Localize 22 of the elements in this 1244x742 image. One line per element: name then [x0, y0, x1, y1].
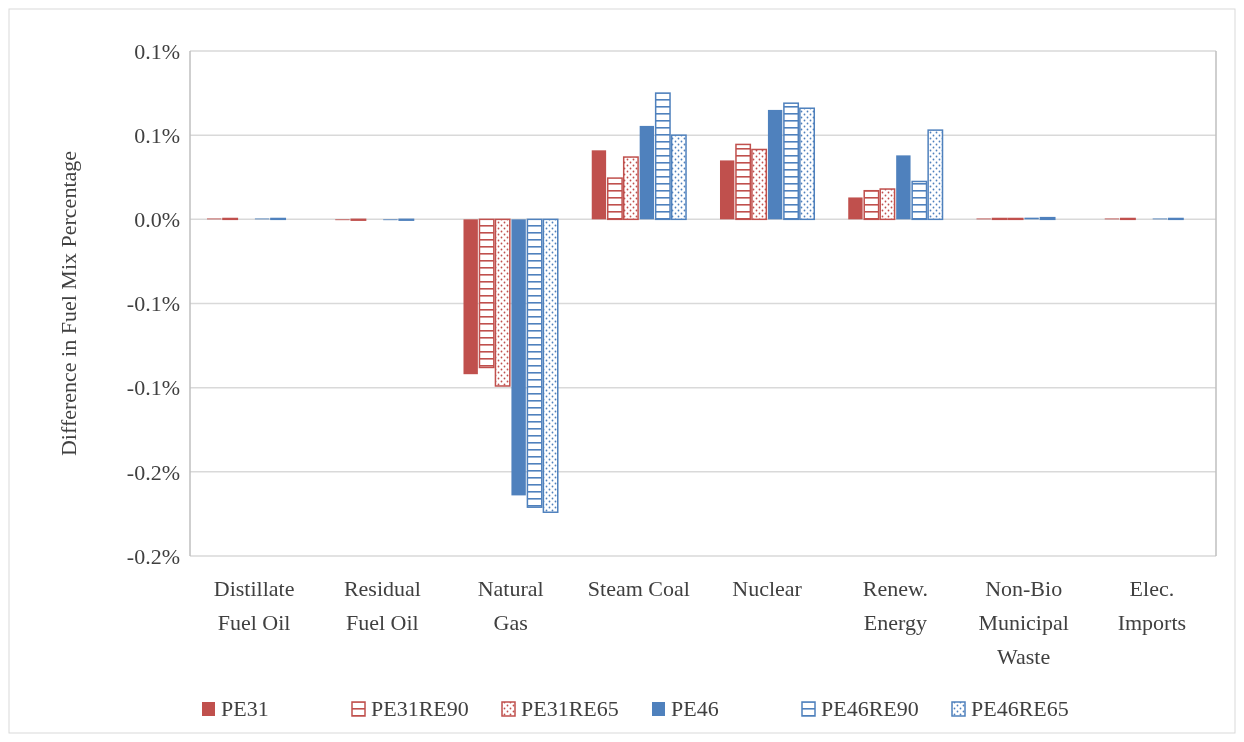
y-tick-label: 0.0% [134, 207, 180, 233]
y-tick-label: -0.1% [126, 375, 180, 401]
y-tick-label: -0.2% [126, 459, 180, 485]
x-tick-label: Natural Gas [477, 576, 544, 635]
legend-label: PE46 [671, 696, 719, 721]
legend-label: PE31 [221, 696, 269, 721]
y-tick-label: 0.1% [134, 38, 180, 64]
x-tick-label: Residual Fuel Oil [343, 576, 421, 635]
x-tick-label: Nuclear [732, 576, 803, 601]
legend-label: PE46RE65 [971, 696, 1069, 721]
y-axis-title: Difference in Fuel Mix Percentage [56, 150, 81, 457]
x-tick-label: Non-Bio Municipal Waste [978, 576, 1069, 669]
x-tick-label: Renew. Energy [862, 576, 928, 635]
x-tick-label: Steam Coal [587, 576, 690, 601]
legend-label: PE31RE65 [521, 696, 619, 721]
y-tick-label: 0.1% [134, 122, 180, 148]
y-tick-label: -0.1% [126, 291, 180, 317]
y-tick-label: -0.2% [126, 543, 180, 569]
legend-label: PE31RE90 [371, 696, 469, 721]
x-tick-label: Distillate Fuel Oil [213, 576, 295, 635]
legend-label: PE46RE90 [821, 696, 919, 721]
x-tick-label: Elec. Imports [1117, 576, 1187, 635]
